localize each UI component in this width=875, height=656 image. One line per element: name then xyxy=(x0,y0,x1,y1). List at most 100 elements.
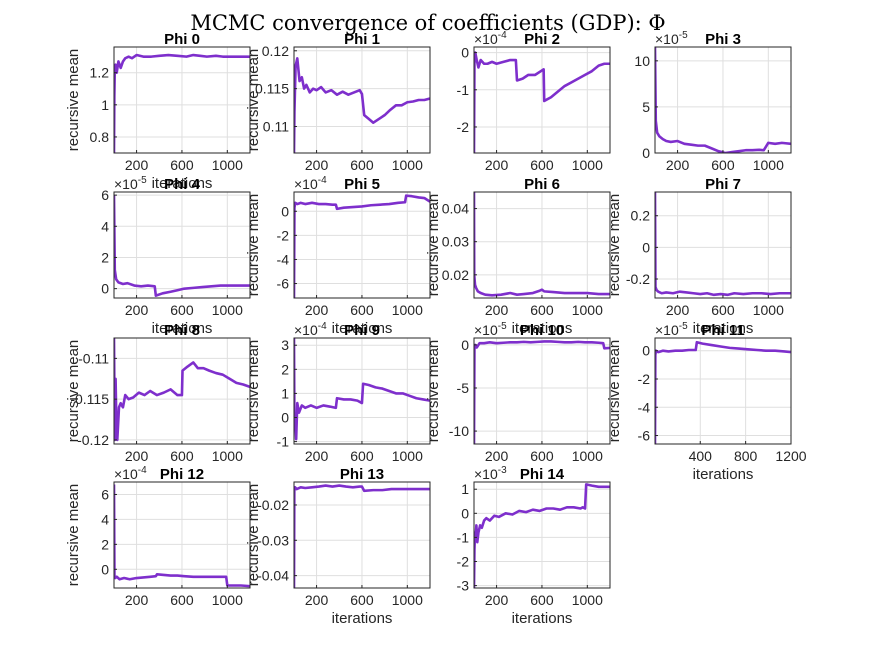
subplot-title: Phi 5 xyxy=(344,176,380,193)
subplot-12: 200 600 1000 0 2 4 6 ×10-4 Phi 12 recursive mean xyxy=(65,465,251,608)
subplot-0: 200 600 1000 0.8 1 1.2 Phi 0 iterations recursiv… xyxy=(65,31,251,192)
y-tick-label: -6 xyxy=(638,428,651,444)
y-tick-label: 4 xyxy=(101,218,109,234)
x-tick-label: 600 xyxy=(170,302,194,318)
y-tick-label: 3 xyxy=(281,337,289,353)
x-tick-label: 1000 xyxy=(392,302,423,318)
y-tick-label: 1.2 xyxy=(90,65,110,81)
y-exponent-label: ×10-5 xyxy=(655,321,688,338)
x-tick-label: 400 xyxy=(689,448,713,464)
x-axis-label: iterations xyxy=(332,610,393,627)
series-line xyxy=(114,53,250,153)
y-tick-label: 0 xyxy=(642,145,650,161)
y-tick-label: -10 xyxy=(449,423,469,439)
y-tick-label: -3 xyxy=(457,578,470,594)
y-axis-label: recursive mean xyxy=(245,49,262,152)
y-tick-label: 2 xyxy=(281,361,289,377)
series-line xyxy=(114,484,250,588)
x-tick-label: 200 xyxy=(666,157,690,173)
subplot-title: Phi 13 xyxy=(340,466,384,483)
series-line xyxy=(655,47,791,153)
series-line xyxy=(655,340,791,444)
x-tick-label: 200 xyxy=(485,448,509,464)
y-tick-label: -0.115 xyxy=(70,391,109,407)
y-tick-label: 0.02 xyxy=(442,267,469,283)
subplot-title: Phi 12 xyxy=(160,466,204,483)
subplot-title: Phi 1 xyxy=(344,31,380,48)
y-exponent-label: ×10-5 xyxy=(474,321,507,338)
y-tick-label: 0 xyxy=(642,343,650,359)
y-tick-label: 1 xyxy=(281,385,289,401)
y-tick-label: 0 xyxy=(461,337,469,353)
x-tick-label: 600 xyxy=(350,302,374,318)
x-tick-label: 200 xyxy=(666,302,690,318)
y-axis-label: recursive mean xyxy=(65,49,82,152)
x-tick-label: 200 xyxy=(485,302,509,318)
y-tick-label: 5 xyxy=(642,99,650,115)
y-tick-label: -4 xyxy=(277,251,290,267)
y-tick-label: -5 xyxy=(457,380,470,396)
y-axis-label: recursive mean xyxy=(245,194,262,297)
y-axis-label: recursive mean xyxy=(245,484,262,587)
x-tick-label: 200 xyxy=(305,448,329,464)
x-tick-label: 600 xyxy=(350,592,374,608)
subplot-1: 200 600 1000 0.11 0.115 0.12 Phi 1 recursive me… xyxy=(245,31,431,173)
y-tick-label: -2 xyxy=(457,554,470,570)
subplot-13: 200 600 1000 -0.04 -0.03 -0.02 Phi 13 iteration… xyxy=(245,466,431,627)
axes-background xyxy=(655,338,791,444)
x-axis-label: iterations xyxy=(512,610,573,627)
x-tick-label: 600 xyxy=(530,157,554,173)
y-exponent-label: ×10-4 xyxy=(474,30,507,47)
subplot-10: 200 600 1000 -10 -5 0 ×10-5 Phi 10 recursive mea… xyxy=(425,321,611,464)
y-tick-label: -2 xyxy=(457,119,470,135)
y-tick-label: -1 xyxy=(277,434,290,450)
series-line xyxy=(294,57,430,153)
subplot-3: 200 600 1000 0 5 10 ×10-5 Phi 3 xyxy=(634,30,792,173)
y-tick-label: 0 xyxy=(461,505,469,521)
x-tick-label: 600 xyxy=(170,448,194,464)
x-tick-label: 1000 xyxy=(572,302,603,318)
series-line xyxy=(655,192,791,297)
y-tick-label: -6 xyxy=(277,276,290,292)
y-axis-label: recursive mean xyxy=(425,194,442,297)
y-tick-label: 0 xyxy=(281,410,289,426)
y-tick-label: 1 xyxy=(461,481,469,497)
y-exponent-label: ×10-5 xyxy=(114,175,147,192)
x-tick-label: 200 xyxy=(125,302,149,318)
subplot-5: 200 600 1000 -6 -4 -2 0 ×10-4 Phi 5 iterations rec… xyxy=(245,175,431,337)
y-axis-label: recursive mean xyxy=(65,484,82,587)
y-exponent-label: ×10-5 xyxy=(655,30,688,47)
series-line xyxy=(294,338,430,441)
x-axis-label: iterations xyxy=(693,320,754,337)
y-tick-label: 0 xyxy=(642,239,650,255)
series-line xyxy=(474,340,610,444)
x-tick-label: 600 xyxy=(711,302,735,318)
y-tick-label: 0.115 xyxy=(255,81,289,97)
y-exponent-label: ×10-4 xyxy=(114,465,147,482)
y-tick-label: 0 xyxy=(461,45,469,61)
y-exponent-label: ×10-4 xyxy=(294,175,327,192)
y-tick-label: 0 xyxy=(101,561,109,577)
subplot-title: Phi 4 xyxy=(164,176,201,193)
subplot-title: Phi 8 xyxy=(164,322,200,339)
subplot-9: 200 600 1000 -1 0 1 2 3 ×10-4 Phi 9 recursive mean xyxy=(245,321,431,464)
subplot-title: Phi 7 xyxy=(705,176,741,193)
x-tick-label: 200 xyxy=(485,592,509,608)
figure-title: MCMC convergence of coefficients (GDP): … xyxy=(190,11,665,35)
series-line xyxy=(114,195,250,297)
x-tick-label: 200 xyxy=(485,157,509,173)
x-tick-label: 600 xyxy=(530,302,554,318)
y-tick-label: 2 xyxy=(101,249,109,265)
x-axis-label: iterations xyxy=(152,175,213,192)
x-tick-label: 600 xyxy=(530,592,554,608)
y-axis-label: recursive mean xyxy=(65,340,82,443)
y-tick-label: 0.12 xyxy=(262,43,289,59)
x-axis-label: iterations xyxy=(693,466,754,483)
subplot-8: 200 600 1000 -0.12 -0.115 -0.11 Phi 8 recursive… xyxy=(65,322,251,464)
x-tick-label: 1000 xyxy=(212,157,243,173)
y-tick-label: 0 xyxy=(101,281,109,297)
series-line xyxy=(474,51,610,153)
x-tick-label: 200 xyxy=(305,302,329,318)
